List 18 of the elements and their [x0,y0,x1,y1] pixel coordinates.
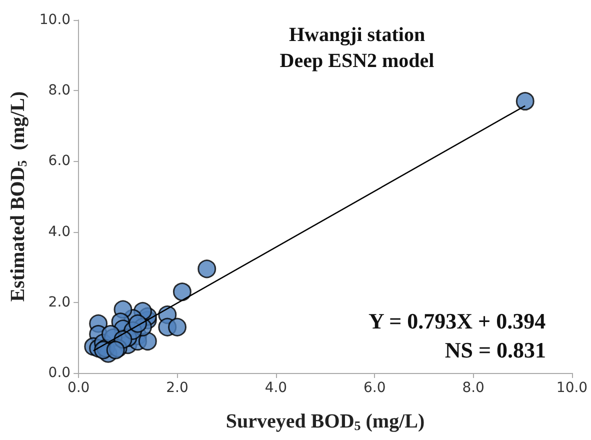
annotation: Y = 0.793X + 0.394 [368,308,546,334]
x-tick-label: 4.0 [264,380,288,396]
y-tick-label: 8.0 [48,82,71,99]
y-tick-label: 0.0 [48,365,71,381]
annotation: NS = 0.831 [444,338,546,362]
y-tick-label: 10.0 [39,12,71,28]
y-tick-label: 4.0 [48,224,71,240]
y-tick-label: 2.0 [48,294,71,310]
x-tick-label: 6.0 [363,380,386,396]
y-axis-title: Estimated BOD5 (mg/L) [7,91,30,302]
x-axis-title: Surveyed BOD5 (mg/L) [226,410,425,433]
y-tick-label: 6.0 [48,153,71,170]
x-tick-label: 0.0 [67,380,90,396]
x-tick-label: 8.0 [462,380,484,396]
text: Deep ESN2 model [280,50,435,72]
x-tick-label: 10.0 [556,380,588,396]
x-tick-label: 2.0 [166,380,188,396]
chart-title: Hwangji station [288,24,426,46]
